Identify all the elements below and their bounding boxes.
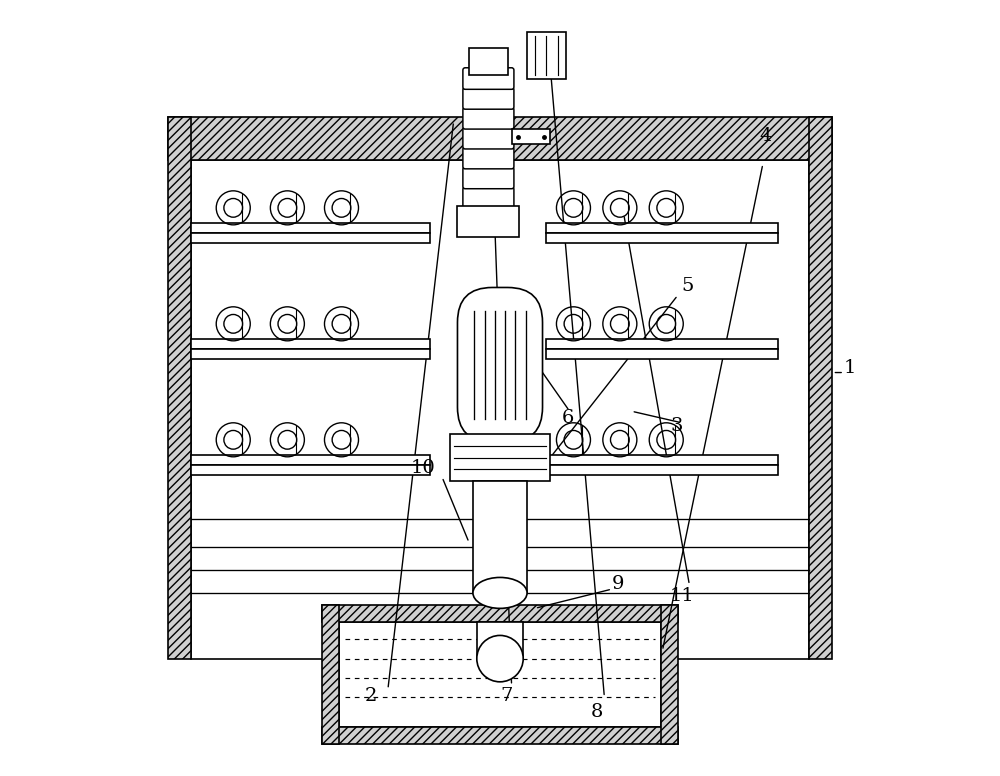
Text: 10: 10	[411, 459, 436, 477]
FancyBboxPatch shape	[463, 108, 514, 129]
FancyBboxPatch shape	[463, 167, 514, 189]
Bar	[191, 456, 430, 466]
Text: 7: 7	[500, 688, 512, 705]
Bar	[339, 622, 661, 726]
Text: 1: 1	[844, 359, 856, 376]
Bar	[473, 481, 527, 593]
Text: 11: 11	[670, 587, 695, 605]
Bar	[191, 234, 430, 243]
Bar	[546, 339, 778, 349]
FancyBboxPatch shape	[463, 187, 514, 209]
Bar	[179, 129, 821, 647]
Bar	[546, 349, 778, 359]
FancyBboxPatch shape	[463, 88, 514, 109]
Bar	[191, 339, 430, 349]
Bar	[322, 605, 339, 743]
Bar	[546, 223, 778, 234]
Ellipse shape	[473, 577, 527, 608]
FancyBboxPatch shape	[463, 127, 514, 149]
Text: 3: 3	[670, 417, 683, 435]
FancyBboxPatch shape	[457, 287, 543, 442]
Bar	[191, 349, 430, 359]
Bar	[191, 466, 430, 475]
Bar	[546, 466, 778, 475]
Ellipse shape	[477, 636, 523, 682]
Text: 6: 6	[562, 409, 574, 427]
FancyBboxPatch shape	[463, 147, 514, 169]
Bar	[512, 129, 550, 144]
FancyBboxPatch shape	[463, 68, 514, 89]
Text: 9: 9	[612, 575, 625, 593]
Text: 8: 8	[591, 702, 604, 721]
Bar	[322, 726, 678, 743]
Bar	[450, 435, 550, 481]
Bar	[661, 605, 678, 743]
Text: 2: 2	[365, 688, 377, 705]
Bar	[546, 234, 778, 243]
Bar	[469, 48, 508, 74]
Text: 5: 5	[682, 277, 694, 296]
Bar	[168, 117, 832, 160]
Bar	[322, 605, 678, 622]
Bar	[546, 456, 778, 466]
Bar	[477, 622, 523, 659]
Bar	[191, 160, 809, 659]
Bar	[809, 117, 832, 659]
Bar	[527, 33, 566, 78]
Bar	[168, 117, 191, 659]
Text: 4: 4	[759, 126, 771, 144]
Bar	[457, 206, 519, 237]
Bar	[191, 223, 430, 234]
